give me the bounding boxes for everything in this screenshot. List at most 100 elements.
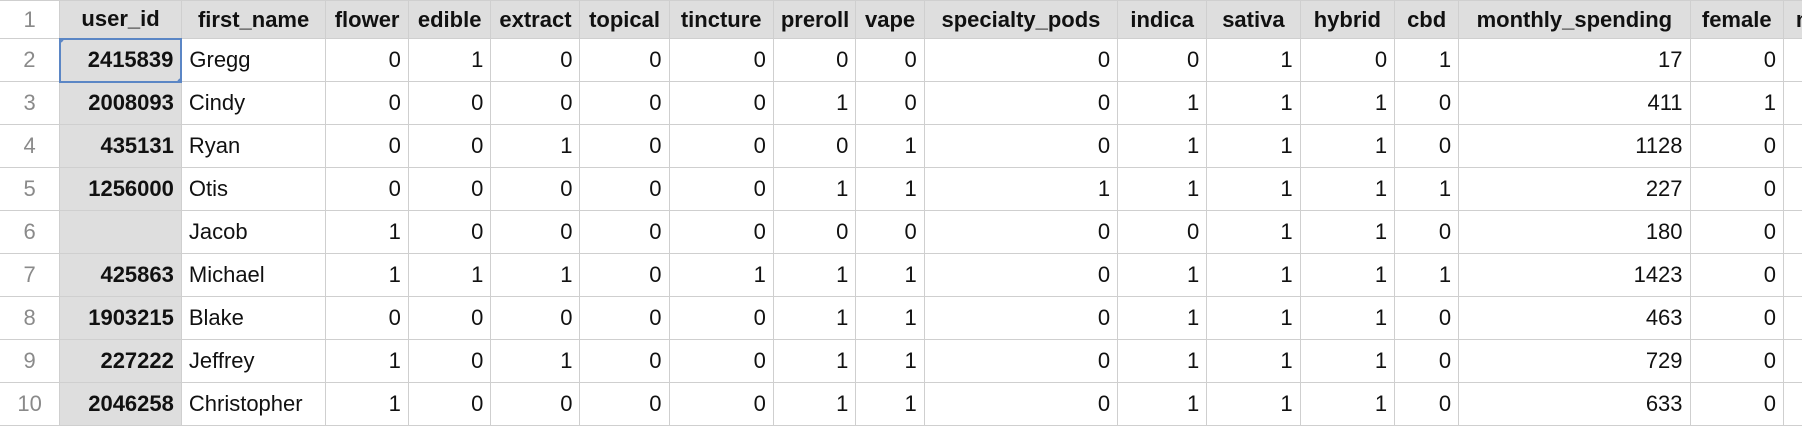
- cell-male[interactable]: 1: [1782, 382, 1802, 426]
- row-number[interactable]: 7: [0, 253, 61, 297]
- cell-user-id[interactable]: 435131: [59, 124, 182, 168]
- cell-sativa[interactable]: 1: [1206, 81, 1301, 125]
- cell-tincture[interactable]: 0: [668, 81, 774, 125]
- cell-vape[interactable]: 0: [855, 38, 925, 82]
- cell-monthly-spending[interactable]: 227: [1458, 167, 1691, 211]
- cell-male[interactable]: 1: [1782, 296, 1802, 340]
- row-number[interactable]: 4: [0, 124, 61, 168]
- cell-flower[interactable]: 0: [325, 296, 409, 340]
- cell-cbd[interactable]: 1: [1394, 253, 1460, 297]
- row-number[interactable]: 6: [0, 210, 61, 254]
- cell-specialty-pods[interactable]: 0: [923, 382, 1119, 426]
- column-header-hybrid[interactable]: hybrid: [1299, 0, 1396, 39]
- column-header-cbd[interactable]: cbd: [1394, 0, 1460, 39]
- column-header-edible[interactable]: edible: [407, 0, 492, 39]
- cell-edible[interactable]: 0: [407, 210, 492, 254]
- cell-male[interactable]: 1: [1782, 253, 1802, 297]
- cell-monthly-spending[interactable]: 463: [1458, 296, 1691, 340]
- cell-extract[interactable]: 0: [490, 296, 581, 340]
- cell-sativa[interactable]: 1: [1206, 167, 1301, 211]
- cell-indica[interactable]: 1: [1117, 167, 1208, 211]
- cell-vape[interactable]: 1: [855, 296, 925, 340]
- cell-first-name[interactable]: Blake: [180, 296, 327, 340]
- cell-specialty-pods[interactable]: 0: [923, 210, 1119, 254]
- row-number[interactable]: 10: [0, 382, 61, 426]
- cell-monthly-spending[interactable]: 411: [1458, 81, 1691, 125]
- row-number[interactable]: 9: [0, 339, 61, 383]
- cell-edible[interactable]: 1: [407, 38, 492, 82]
- cell-female[interactable]: 0: [1689, 124, 1784, 168]
- cell-female[interactable]: 0: [1689, 296, 1784, 340]
- cell-cbd[interactable]: 0: [1394, 81, 1460, 125]
- cell-flower[interactable]: 0: [325, 124, 409, 168]
- cell-cbd[interactable]: 0: [1394, 124, 1460, 168]
- column-header-indica[interactable]: indica: [1117, 0, 1208, 39]
- row-number[interactable]: 1: [0, 0, 61, 39]
- cell-sativa[interactable]: 1: [1206, 210, 1301, 254]
- cell-flower[interactable]: 0: [325, 167, 409, 211]
- cell-hybrid[interactable]: 1: [1299, 296, 1396, 340]
- cell-vape[interactable]: 0: [855, 81, 925, 125]
- cell-topical[interactable]: 0: [579, 38, 670, 82]
- cell-preroll[interactable]: 1: [772, 81, 857, 125]
- cell-male[interactable]: 0: [1782, 81, 1802, 125]
- cell-hybrid[interactable]: 1: [1299, 167, 1396, 211]
- cell-edible[interactable]: 1: [407, 253, 492, 297]
- cell-male[interactable]: 1: [1782, 167, 1802, 211]
- cell-user-id[interactable]: 2046258: [59, 382, 182, 426]
- cell-first-name[interactable]: Jacob: [180, 210, 327, 254]
- row-number[interactable]: 8: [0, 296, 61, 340]
- column-header-topical[interactable]: topical: [579, 0, 670, 39]
- cell-user-id[interactable]: 227222: [59, 339, 182, 383]
- cell-tincture[interactable]: 0: [668, 167, 774, 211]
- cell-edible[interactable]: 0: [407, 81, 492, 125]
- cell-user-id[interactable]: 1903215: [59, 296, 182, 340]
- cell-first-name[interactable]: Christopher: [180, 382, 327, 426]
- cell-male[interactable]: 1: [1782, 210, 1802, 254]
- cell-specialty-pods[interactable]: 0: [923, 253, 1119, 297]
- cell-edible[interactable]: 0: [407, 382, 492, 426]
- cell-first-name[interactable]: Ryan: [180, 124, 327, 168]
- cell-sativa[interactable]: 1: [1206, 382, 1301, 426]
- cell-first-name[interactable]: Otis: [180, 167, 327, 211]
- cell-edible[interactable]: 0: [407, 339, 492, 383]
- cell-indica[interactable]: 0: [1117, 38, 1208, 82]
- cell-specialty-pods[interactable]: 1: [923, 167, 1119, 211]
- cell-hybrid[interactable]: 1: [1299, 124, 1396, 168]
- cell-first-name[interactable]: Gregg: [180, 38, 327, 82]
- cell-first-name[interactable]: Cindy: [180, 81, 327, 125]
- cell-vape[interactable]: 1: [855, 382, 925, 426]
- cell-sativa[interactable]: 1: [1206, 38, 1301, 82]
- column-header-male[interactable]: male: [1782, 0, 1802, 39]
- cell-flower[interactable]: 0: [325, 81, 409, 125]
- cell-vape[interactable]: 1: [855, 339, 925, 383]
- cell-user-id[interactable]: 1256000: [59, 167, 182, 211]
- selection-handle-top-left[interactable]: [61, 40, 64, 43]
- column-header-flower[interactable]: flower: [325, 0, 409, 39]
- cell-specialty-pods[interactable]: 0: [923, 38, 1119, 82]
- cell-preroll[interactable]: 1: [772, 167, 857, 211]
- cell-topical[interactable]: 0: [579, 296, 670, 340]
- cell-cbd[interactable]: 0: [1394, 210, 1460, 254]
- cell-female[interactable]: 0: [1689, 253, 1784, 297]
- cell-extract[interactable]: 1: [490, 339, 581, 383]
- cell-preroll[interactable]: 0: [772, 210, 857, 254]
- column-header-first-name[interactable]: first_name: [180, 0, 327, 39]
- cell-monthly-spending[interactable]: 729: [1458, 339, 1691, 383]
- cell-monthly-spending[interactable]: 17: [1458, 38, 1691, 82]
- cell-tincture[interactable]: 0: [668, 382, 774, 426]
- cell-edible[interactable]: 0: [407, 296, 492, 340]
- cell-female[interactable]: 0: [1689, 38, 1784, 82]
- cell-topical[interactable]: 0: [579, 167, 670, 211]
- cell-vape[interactable]: 0: [855, 210, 925, 254]
- cell-topical[interactable]: 0: [579, 81, 670, 125]
- cell-indica[interactable]: 1: [1117, 339, 1208, 383]
- column-header-monthly-spending[interactable]: monthly_spending: [1458, 0, 1691, 39]
- cell-indica[interactable]: 1: [1117, 124, 1208, 168]
- column-header-extract[interactable]: extract: [490, 0, 581, 39]
- column-header-user-id[interactable]: user_id: [59, 0, 182, 39]
- cell-user-id[interactable]: 2008093: [59, 81, 182, 125]
- cell-female[interactable]: 0: [1689, 210, 1784, 254]
- cell-female[interactable]: 0: [1689, 382, 1784, 426]
- cell-tincture[interactable]: 0: [668, 339, 774, 383]
